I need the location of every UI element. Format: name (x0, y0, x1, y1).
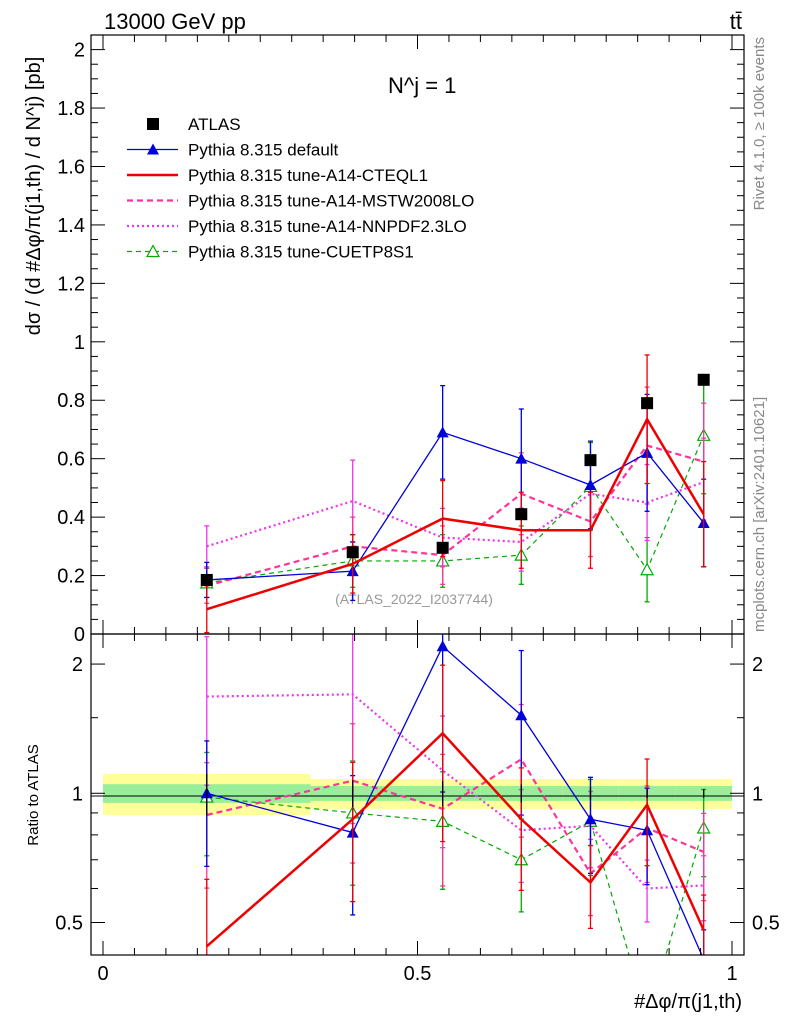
main-y-tick-label: 0 (74, 624, 85, 646)
main-line-pythia-8-315-tune-a14-cteql1 (206, 416, 705, 611)
ratio-y-tick-label-right: 1 (752, 783, 763, 805)
ratio-point-pythia-8-315-tune-cuetp8s1 (641, 1012, 653, 1023)
x-axis-label: #Δφ/π(j1,th) (634, 991, 742, 1013)
rivet-label: Rivet 4.1.0, ≥ 100k events (751, 37, 768, 210)
main-point-atlas (346, 546, 359, 559)
ratio-y-axis-label: Ratio to ATLAS (25, 744, 42, 845)
mcplots-label: mcplots.cern.ch [arXiv:2401.10621] (751, 397, 768, 632)
main-series-pythia-8-315-tune-a14-nnpdf2-3lo (204, 437, 707, 572)
main-y-tick-label: 2 (74, 40, 85, 62)
main-y-tick-label: 0.2 (57, 566, 85, 588)
main-point-atlas (641, 397, 654, 410)
legend-label-pythia-8-315-tune-cuetp8s1: Pythia 8.315 tune-CUETP8S1 (188, 243, 414, 262)
main-point-atlas (515, 508, 528, 521)
main-series-pythia-8-315-tune-cuetp8s1 (199, 376, 711, 603)
main-series-atlas (200, 373, 710, 586)
legend-label-pythia-8-315-tune-a14-mstw2008lo: Pythia 8.315 tune-A14-MSTW2008LO (188, 192, 474, 211)
legend-entry-atlas: ATLAS (147, 115, 241, 134)
main-point-pythia-8-315-default (515, 452, 528, 464)
panel-title-text: N^j = 1 (388, 73, 456, 98)
x-tick-label: 0 (97, 963, 108, 985)
main-series-layer (199, 354, 711, 634)
ratio-series-pythia-8-315-tune-a14-nnpdf2-3lo (204, 634, 707, 923)
legend-marker-pythia-8-315-tune-cuetp8s1 (145, 244, 161, 258)
legend-entry-pythia-8-315-tune-a14-mstw2008lo: Pythia 8.315 tune-A14-MSTW2008LO (127, 192, 474, 211)
main-line-pythia-8-315-tune-a14-mstw2008lo (206, 444, 704, 587)
main-y-axis-label: dσ / (d #Δφ/π(j1,th) / d N^j) [pb] (23, 57, 45, 336)
main-y-tick-label: 0.8 (57, 390, 85, 412)
process-label: tt̄ (730, 9, 742, 34)
legend-label-pythia-8-315-default: Pythia 8.315 default (188, 141, 339, 160)
band-inner-bin (310, 785, 405, 801)
main-line-pythia-8-315-tune-cuetp8s1 (206, 435, 705, 584)
panel-title: N^j = 1 (388, 73, 456, 98)
legend-entry-pythia-8-315-tune-cuetp8s1: Pythia 8.315 tune-CUETP8S1 (127, 243, 414, 262)
ratio-series-atlas (206, 774, 705, 815)
ratio-point-pythia-8-315-default (515, 709, 528, 721)
ratio-point-pythia-8-315-default (584, 813, 597, 825)
main-series-pythia-8-315-tune-a14-cteql1 (204, 354, 707, 634)
main-y-tick-label: 0.6 (57, 449, 85, 471)
main-y-tick-label: 1.6 (57, 156, 85, 178)
ratio-panel-frame (90, 633, 745, 956)
main-y-tick-label: 1.2 (57, 273, 85, 295)
axes-ticks: 0 0.2 0.4 0.6 0.8 1 1.2 1.4 1.6 1.8 2 0.5 0.5 1 1 2 2 0 0.… (55, 35, 780, 985)
main-line-pythia-8-315-tune-a14-nnpdf2-3lo (206, 481, 705, 548)
beam-label: 13000 GeV pp (104, 9, 246, 34)
ratio-y-tick-label-left: 2 (72, 654, 83, 676)
main-point-atlas (436, 541, 449, 554)
legend-entry-pythia-8-315-tune-a14-cteql1: Pythia 8.315 tune-A14-CTEQL1 (127, 166, 428, 185)
ratio-y-tick-label-left: 0.5 (55, 912, 83, 934)
ratio-point-pythia-8-315-default (436, 640, 449, 652)
main-y-tick-label: 0.4 (57, 507, 85, 529)
legend: ATLAS Pythia 8.315 default Pythia 8.315 tu… (127, 115, 474, 262)
main-point-pythia-8-315-default (436, 426, 449, 438)
main-y-tick-label: 1 (74, 332, 85, 354)
legend-label-pythia-8-315-tune-a14-nnpdf2-3lo: Pythia 8.315 tune-A14-NNPDF2.3LO (188, 217, 467, 236)
main-y-tick-label: 1.8 (57, 98, 85, 120)
legend-entry-pythia-8-315-default: Pythia 8.315 default (127, 141, 339, 160)
ratio-series-layer (199, 634, 711, 1023)
main-point-atlas (584, 454, 597, 467)
legend-entry-pythia-8-315-tune-a14-nnpdf2-3lo: Pythia 8.315 tune-A14-NNPDF2.3LO (127, 217, 467, 236)
ratio-series-pythia-8-315-tune-a14-cteql1 (204, 664, 707, 955)
main-series-pythia-8-315-tune-a14-mstw2008lo (204, 386, 707, 604)
legend-marker-pythia-8-315-default (147, 143, 159, 155)
ratio-y-tick-label-left: 1 (72, 783, 83, 805)
legend-label-atlas: ATLAS (188, 115, 241, 134)
analysis-label: (ATLAS_2022_I2037744) (335, 591, 493, 607)
main-point-pythia-8-315-tune-cuetp8s1 (640, 562, 655, 576)
ratio-y-tick-label-right: 0.5 (752, 912, 780, 934)
main-series-pythia-8-315-default (200, 384, 710, 602)
main-point-pythia-8-315-default (584, 478, 597, 490)
x-tick-label: 0.5 (404, 963, 432, 985)
ratio-y-tick-label-right: 2 (752, 654, 763, 676)
main-point-atlas (697, 373, 710, 386)
ratio-line-pythia-8-315-tune-a14-cteql1 (205, 731, 705, 948)
x-tick-label: 1 (726, 963, 737, 985)
legend-label-pythia-8-315-tune-a14-cteql1: Pythia 8.315 tune-A14-CTEQL1 (188, 166, 428, 185)
main-y-tick-label: 1.4 (57, 215, 85, 237)
ratio-uncertainty-band (103, 773, 732, 816)
main-point-atlas (200, 573, 213, 586)
legend-marker-atlas (147, 118, 159, 130)
